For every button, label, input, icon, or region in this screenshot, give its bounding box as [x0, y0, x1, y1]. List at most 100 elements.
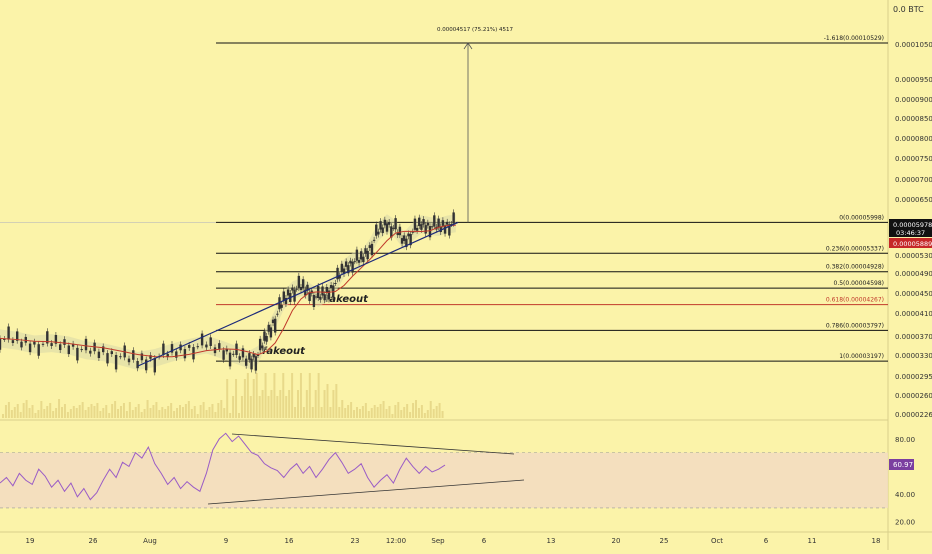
- volume-bar: [158, 410, 161, 418]
- price-envelope: [0, 214, 456, 370]
- volume-bar: [87, 407, 90, 418]
- volume-bar: [55, 408, 58, 418]
- volume-bar: [49, 403, 52, 418]
- candle-body: [46, 331, 49, 344]
- candle-body: [340, 263, 344, 272]
- volume-bar: [205, 410, 208, 418]
- currency-label: 0.0 BTC: [893, 5, 924, 14]
- candle-body: [252, 354, 255, 358]
- volume-bar: [114, 401, 117, 418]
- time-axis-ticks: 19 26 Aug 9 16 23 12:00 Sep 6 13 20 25 Oct 6 11 18: [26, 537, 881, 545]
- fakeout-label-upper: fakeout: [325, 294, 369, 305]
- candle-body: [353, 261, 356, 263]
- volume-bar: [367, 411, 370, 418]
- volume-bar: [131, 410, 134, 418]
- price-series: [0, 209, 459, 376]
- candle-body: [76, 347, 79, 361]
- candle-body: [256, 355, 260, 356]
- candle-body: [0, 338, 2, 350]
- volume-bar: [438, 403, 441, 418]
- time-tick-label: 23: [351, 537, 360, 545]
- candle-body: [265, 336, 268, 342]
- volume-bar: [417, 408, 420, 418]
- candle-body: [396, 232, 399, 236]
- candle-body: [84, 338, 88, 351]
- candle-body: [37, 344, 40, 356]
- projection-arrow-head: [463, 42, 473, 50]
- candle-body: [325, 287, 328, 293]
- candle-body: [188, 345, 191, 348]
- volume-bar: [90, 404, 93, 418]
- candle-body: [127, 358, 131, 363]
- candle-body: [267, 324, 270, 332]
- volume-bar: [69, 409, 72, 418]
- candle-body: [282, 291, 285, 301]
- volume-bar: [335, 384, 338, 418]
- candle-body: [250, 358, 253, 370]
- candle-body: [375, 224, 378, 236]
- candle-body: [321, 286, 324, 296]
- candle-body: [355, 249, 359, 261]
- volume-bar: [252, 379, 255, 418]
- candle-body: [222, 350, 225, 360]
- candle-body: [71, 343, 75, 347]
- candle-body: [170, 344, 174, 353]
- candle-body: [149, 355, 152, 359]
- candle-body: [166, 353, 169, 358]
- time-tick-label: 6: [764, 537, 769, 545]
- candle-body: [261, 345, 264, 349]
- volume-bar: [243, 379, 246, 418]
- candle-body: [140, 353, 144, 361]
- volume-bar: [370, 408, 373, 418]
- volume-bar: [105, 405, 108, 418]
- candle-body: [329, 285, 333, 288]
- second-price-value: 0.00005889: [893, 240, 932, 248]
- volume-bar: [196, 414, 199, 418]
- candle-body: [387, 221, 391, 225]
- volume-bar: [223, 408, 226, 418]
- candle-body: [50, 343, 53, 346]
- volume-bar: [332, 390, 335, 418]
- candle-body: [405, 238, 408, 248]
- time-tick-label: 12:00: [386, 537, 406, 545]
- ascending-trendline: [137, 221, 459, 367]
- volume-bar: [43, 409, 46, 418]
- candle-body: [336, 267, 339, 280]
- volume-bar: [391, 414, 394, 418]
- rsi-line: [0, 432, 446, 501]
- candle-body: [426, 222, 430, 226]
- rsi-tick-label: 40.00: [895, 491, 915, 499]
- candle-body: [145, 359, 148, 371]
- volume-bar: [276, 396, 279, 418]
- volume-bar: [122, 403, 125, 418]
- candle-body: [390, 226, 393, 238]
- volume-bar: [72, 406, 75, 418]
- volume-bar: [415, 400, 417, 418]
- candle-body: [439, 226, 442, 233]
- volume-bar: [361, 406, 364, 418]
- candle-body: [377, 231, 380, 235]
- volume-bar: [406, 404, 409, 418]
- time-tick-label: 26: [89, 537, 98, 545]
- volume-bar: [294, 407, 297, 418]
- candle-body: [228, 352, 232, 367]
- volume-bar: [208, 407, 211, 418]
- volume-bar: [282, 373, 285, 418]
- candle-body: [258, 338, 262, 351]
- time-tick-label: 19: [26, 537, 35, 545]
- candle-body: [67, 345, 70, 355]
- candle-body: [446, 221, 449, 225]
- time-tick-label: 6: [482, 537, 487, 545]
- candle-body: [433, 215, 436, 227]
- rsi-current-value: 60.97: [893, 461, 913, 469]
- candle-body: [364, 248, 367, 254]
- candle-body: [347, 265, 350, 274]
